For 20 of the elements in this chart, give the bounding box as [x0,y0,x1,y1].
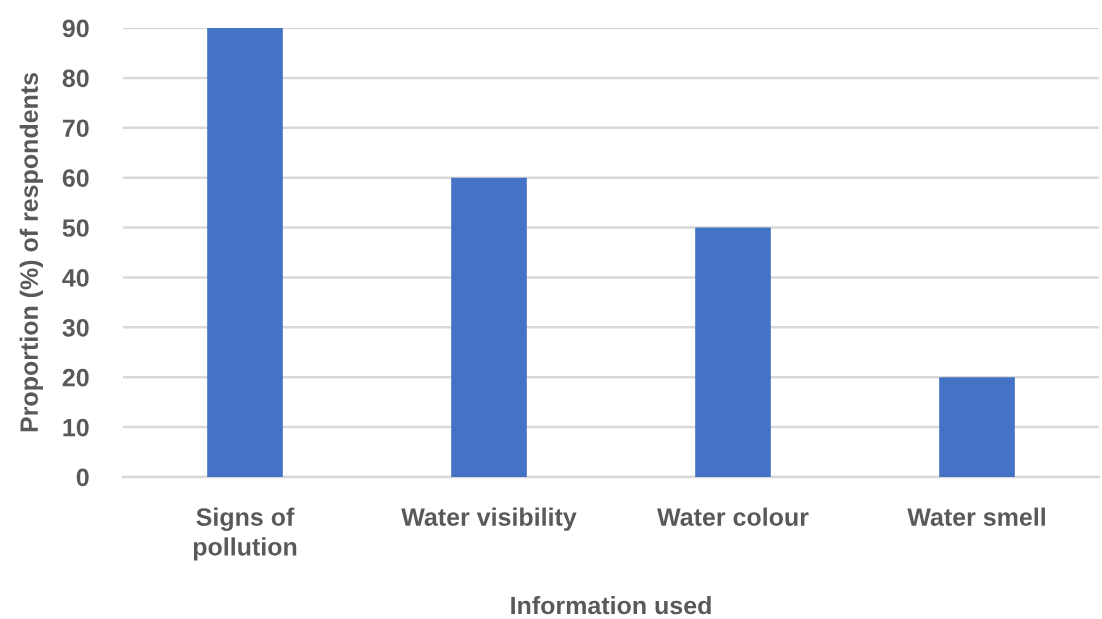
y-tick-label: 30 [62,318,89,337]
y-tick-label: 10 [63,418,89,437]
bar [451,177,527,477]
y-tick-label: 70 [62,119,89,138]
y-tick-label: 20 [62,368,89,387]
bar [207,28,283,477]
x-tick-label: Water smell [907,507,1045,526]
bar [695,227,771,477]
bar [939,377,1015,477]
y-tick-label: 0 [76,468,89,487]
x-axis-title: Information used [511,595,711,615]
y-tick-label: 90 [62,19,89,38]
y-tick-label: 50 [62,219,89,237]
y-tick-label: 80 [62,69,89,88]
y-tick-label: 40 [62,269,89,287]
x-tick-label: Signs of pollution [193,507,297,561]
y-axis-title: Proportion (%) of respondents [19,72,43,432]
x-tick-label: Water visibility [401,507,577,531]
x-tick-label: Water colour [657,507,809,526]
y-tick-label: 60 [62,169,89,187]
